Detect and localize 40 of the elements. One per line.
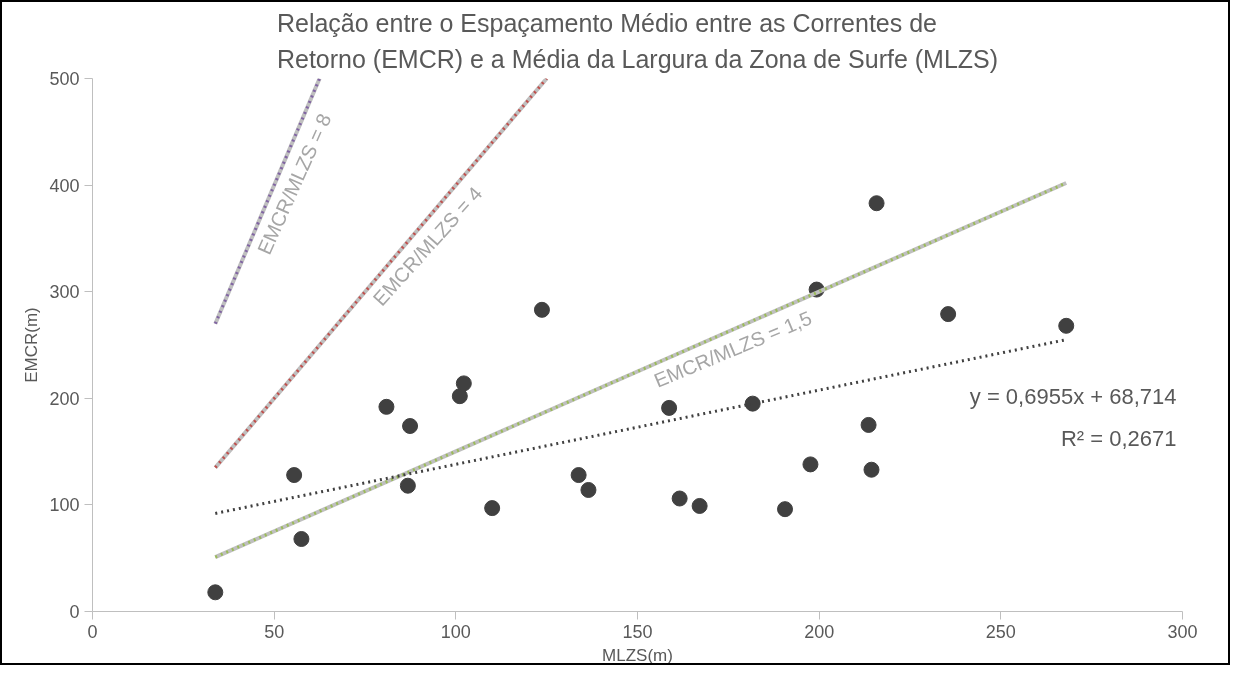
x-tick-label: 50 — [264, 621, 285, 642]
y-axis-title: EMCR(m) — [22, 307, 42, 383]
point — [378, 398, 395, 415]
point — [671, 490, 688, 507]
point — [744, 395, 761, 412]
point — [1058, 317, 1075, 334]
point — [777, 501, 794, 518]
y-tick-label: 200 — [49, 388, 80, 409]
x-tick-label: 0 — [87, 621, 98, 642]
chart-title: Relação entre o Espaçamento Médio entre as Correntes de Retorno (EMCR) e a Média da Largura da Zona de Surfe (MLZS) — [276, 9, 999, 74]
point — [580, 481, 597, 498]
point — [860, 416, 877, 433]
x-tick-label: 100 — [440, 621, 471, 642]
annotation: y = 0,6955x + 68,714 — [969, 384, 1177, 409]
x-tick-label: 200 — [804, 621, 835, 642]
point — [399, 477, 416, 494]
point — [661, 399, 678, 416]
point — [402, 418, 419, 434]
annotation: R² = 0,2671 — [1060, 426, 1177, 451]
x-tick-label: 300 — [1167, 621, 1198, 642]
point — [802, 456, 819, 473]
point — [691, 497, 708, 514]
x-tick-label: 250 — [985, 621, 1016, 642]
point — [451, 388, 468, 405]
point — [863, 461, 880, 478]
point — [484, 500, 501, 517]
y-tick-label: 100 — [49, 495, 80, 516]
point — [940, 306, 957, 323]
point — [533, 301, 550, 318]
x-tick-label: 150 — [622, 621, 653, 642]
point — [207, 584, 224, 601]
point — [293, 531, 310, 547]
point — [868, 195, 885, 212]
point — [455, 375, 472, 392]
point — [570, 467, 587, 484]
y-tick-label: 500 — [49, 69, 80, 89]
y-tick-label: 0 — [69, 602, 80, 622]
y-tick-label: 300 — [49, 282, 80, 303]
y-tick-label: 400 — [49, 175, 80, 196]
point — [286, 467, 303, 484]
